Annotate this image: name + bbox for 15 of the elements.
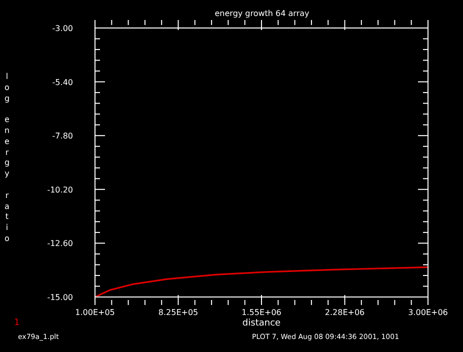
text: 1 — [14, 318, 20, 328]
y-tick-label: -10.20 — [47, 185, 73, 194]
x-axis-title: distance — [242, 318, 282, 328]
x-tick-label: 3.00E+06 — [408, 308, 448, 317]
y-tick-label: -5.40 — [52, 78, 73, 87]
text: log energy ratio — [4, 72, 10, 243]
y-tick-label: -3.00 — [52, 24, 73, 33]
y-tick-label: -12.60 — [47, 239, 73, 248]
y-tick-label: -15.00 — [47, 293, 73, 302]
x-tick-label: 1.55E+06 — [242, 308, 282, 317]
y-tick-label: -7.80 — [52, 132, 73, 141]
x-tick-label: 8.25E+05 — [158, 308, 198, 317]
x-tick-label: 1.00E+05 — [75, 308, 115, 317]
chart-title: energy growth 64 array — [214, 9, 310, 18]
x-tick-label: 2.28E+06 — [324, 308, 365, 317]
